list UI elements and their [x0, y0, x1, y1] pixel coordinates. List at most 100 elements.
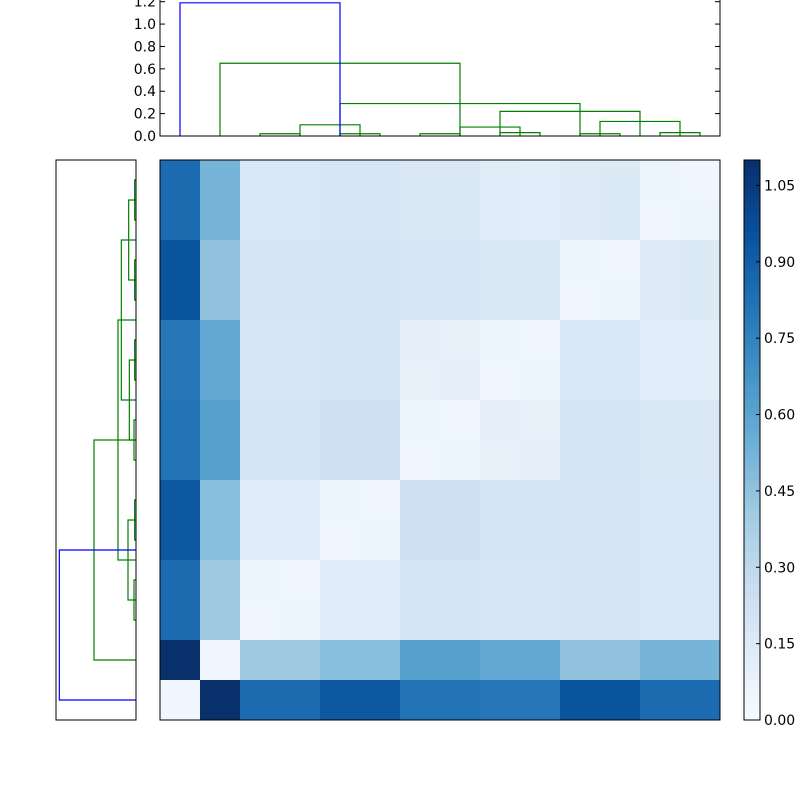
colorbar-segment: [744, 568, 760, 573]
colorbar-segment: [744, 676, 760, 681]
colorbar-segment: [744, 684, 760, 689]
heatmap-cell: [440, 400, 481, 441]
top-dendrogram-link: [459, 126, 521, 136]
heatmap-cell: [400, 320, 441, 361]
colorbar-segment: [744, 420, 760, 425]
heatmap-cell: [480, 400, 521, 441]
heatmap-cell: [680, 560, 721, 601]
colorbar-segment: [744, 632, 760, 637]
colorbar-segment: [744, 452, 760, 457]
colorbar-segment: [744, 308, 760, 313]
colorbar-segment: [744, 252, 760, 257]
colorbar-segment: [744, 512, 760, 517]
colorbar-segment: [744, 580, 760, 585]
heatmap-cell: [640, 640, 681, 681]
heatmap-cell: [560, 240, 601, 281]
heatmap-cell: [520, 360, 561, 401]
colorbar-segment: [744, 552, 760, 557]
top-dendrogram-ytick-label: 0.4: [134, 84, 156, 100]
heatmap-cell: [480, 560, 521, 601]
colorbar-segment: [744, 424, 760, 429]
colorbar-segment: [744, 596, 760, 601]
heatmap-cell: [520, 440, 561, 481]
heatmap-cell: [360, 280, 401, 321]
heatmap-cell: [440, 360, 481, 401]
colorbar-segment: [744, 604, 760, 609]
heatmap-cell: [400, 600, 441, 641]
colorbar-segment: [744, 660, 760, 665]
colorbar-segment: [744, 404, 760, 409]
heatmap-cell: [560, 600, 601, 641]
colorbar-segment: [744, 196, 760, 201]
heatmap-cell: [240, 400, 281, 441]
colorbar-segment: [744, 396, 760, 401]
heatmap-cell: [360, 320, 401, 361]
colorbar-segment: [744, 356, 760, 361]
colorbar-segment: [744, 416, 760, 421]
colorbar-segment: [744, 636, 760, 641]
colorbar-segment: [744, 644, 760, 649]
colorbar-segment: [744, 192, 760, 197]
heatmap-cell: [520, 160, 561, 201]
heatmap-cell: [280, 680, 321, 721]
heatmap-cell: [640, 240, 681, 281]
colorbar-segment: [744, 652, 760, 657]
heatmap-cell: [520, 680, 561, 721]
heatmap-cell: [520, 200, 561, 241]
heatmap-cell: [480, 680, 521, 721]
colorbar-segment: [744, 332, 760, 337]
heatmap-cell: [160, 240, 201, 281]
colorbar-tick-label: 0.90: [764, 255, 795, 271]
heatmap-cell: [200, 320, 241, 361]
heatmap-cell: [600, 400, 641, 441]
colorbar-segment: [744, 524, 760, 529]
colorbar-segment: [744, 592, 760, 597]
heatmap-cell: [680, 360, 721, 401]
heatmap-cell: [640, 320, 681, 361]
colorbar-segment: [744, 664, 760, 669]
heatmap-cell: [600, 560, 641, 601]
colorbar-segment: [744, 316, 760, 321]
heatmap-cell: [680, 680, 721, 721]
heatmap-cell: [480, 200, 521, 241]
heatmap-cell: [160, 160, 201, 201]
heatmap-cell: [360, 200, 401, 241]
colorbar-segment: [744, 656, 760, 661]
heatmap-cell: [360, 480, 401, 521]
top-dendrogram-link: [179, 2, 341, 136]
colorbar-segment: [744, 476, 760, 481]
heatmap-cell: [360, 640, 401, 681]
colorbar-segment: [744, 496, 760, 501]
colorbar-segment: [744, 624, 760, 629]
heatmap-cell: [400, 360, 441, 401]
heatmap-cell: [480, 240, 521, 281]
heatmap-cell: [560, 560, 601, 601]
heatmap-cell: [400, 480, 441, 521]
colorbar-segment: [744, 260, 760, 265]
colorbar-segment: [744, 232, 760, 237]
colorbar-segment: [744, 208, 760, 213]
heatmap-cell: [440, 680, 481, 721]
colorbar-segment: [744, 444, 760, 449]
heatmap-cell: [320, 640, 361, 681]
heatmap-cell: [400, 440, 441, 481]
heatmap-cell: [440, 440, 481, 481]
colorbar-segment: [744, 440, 760, 445]
heatmap-cell: [440, 200, 481, 241]
heatmap-cell: [200, 360, 241, 401]
heatmap-cell: [280, 320, 321, 361]
top-dendrogram-ytick-label: 1.0: [134, 17, 156, 33]
colorbar: 0.00 0.15 0.30 0.45 0.60 0.75 0.90 1.05: [743, 159, 795, 729]
colorbar-tick-label: 0.00: [764, 713, 795, 729]
heatmap-cell: [640, 480, 681, 521]
heatmap-cell: [200, 200, 241, 241]
heatmap-cell: [280, 240, 321, 281]
heatmap-cell: [280, 280, 321, 321]
colorbar-segment: [744, 468, 760, 473]
colorbar-segment: [744, 616, 760, 621]
heatmap-cell: [160, 600, 201, 641]
heatmap-cell: [560, 280, 601, 321]
heatmap-cell: [360, 360, 401, 401]
heatmap-cell: [280, 640, 321, 681]
